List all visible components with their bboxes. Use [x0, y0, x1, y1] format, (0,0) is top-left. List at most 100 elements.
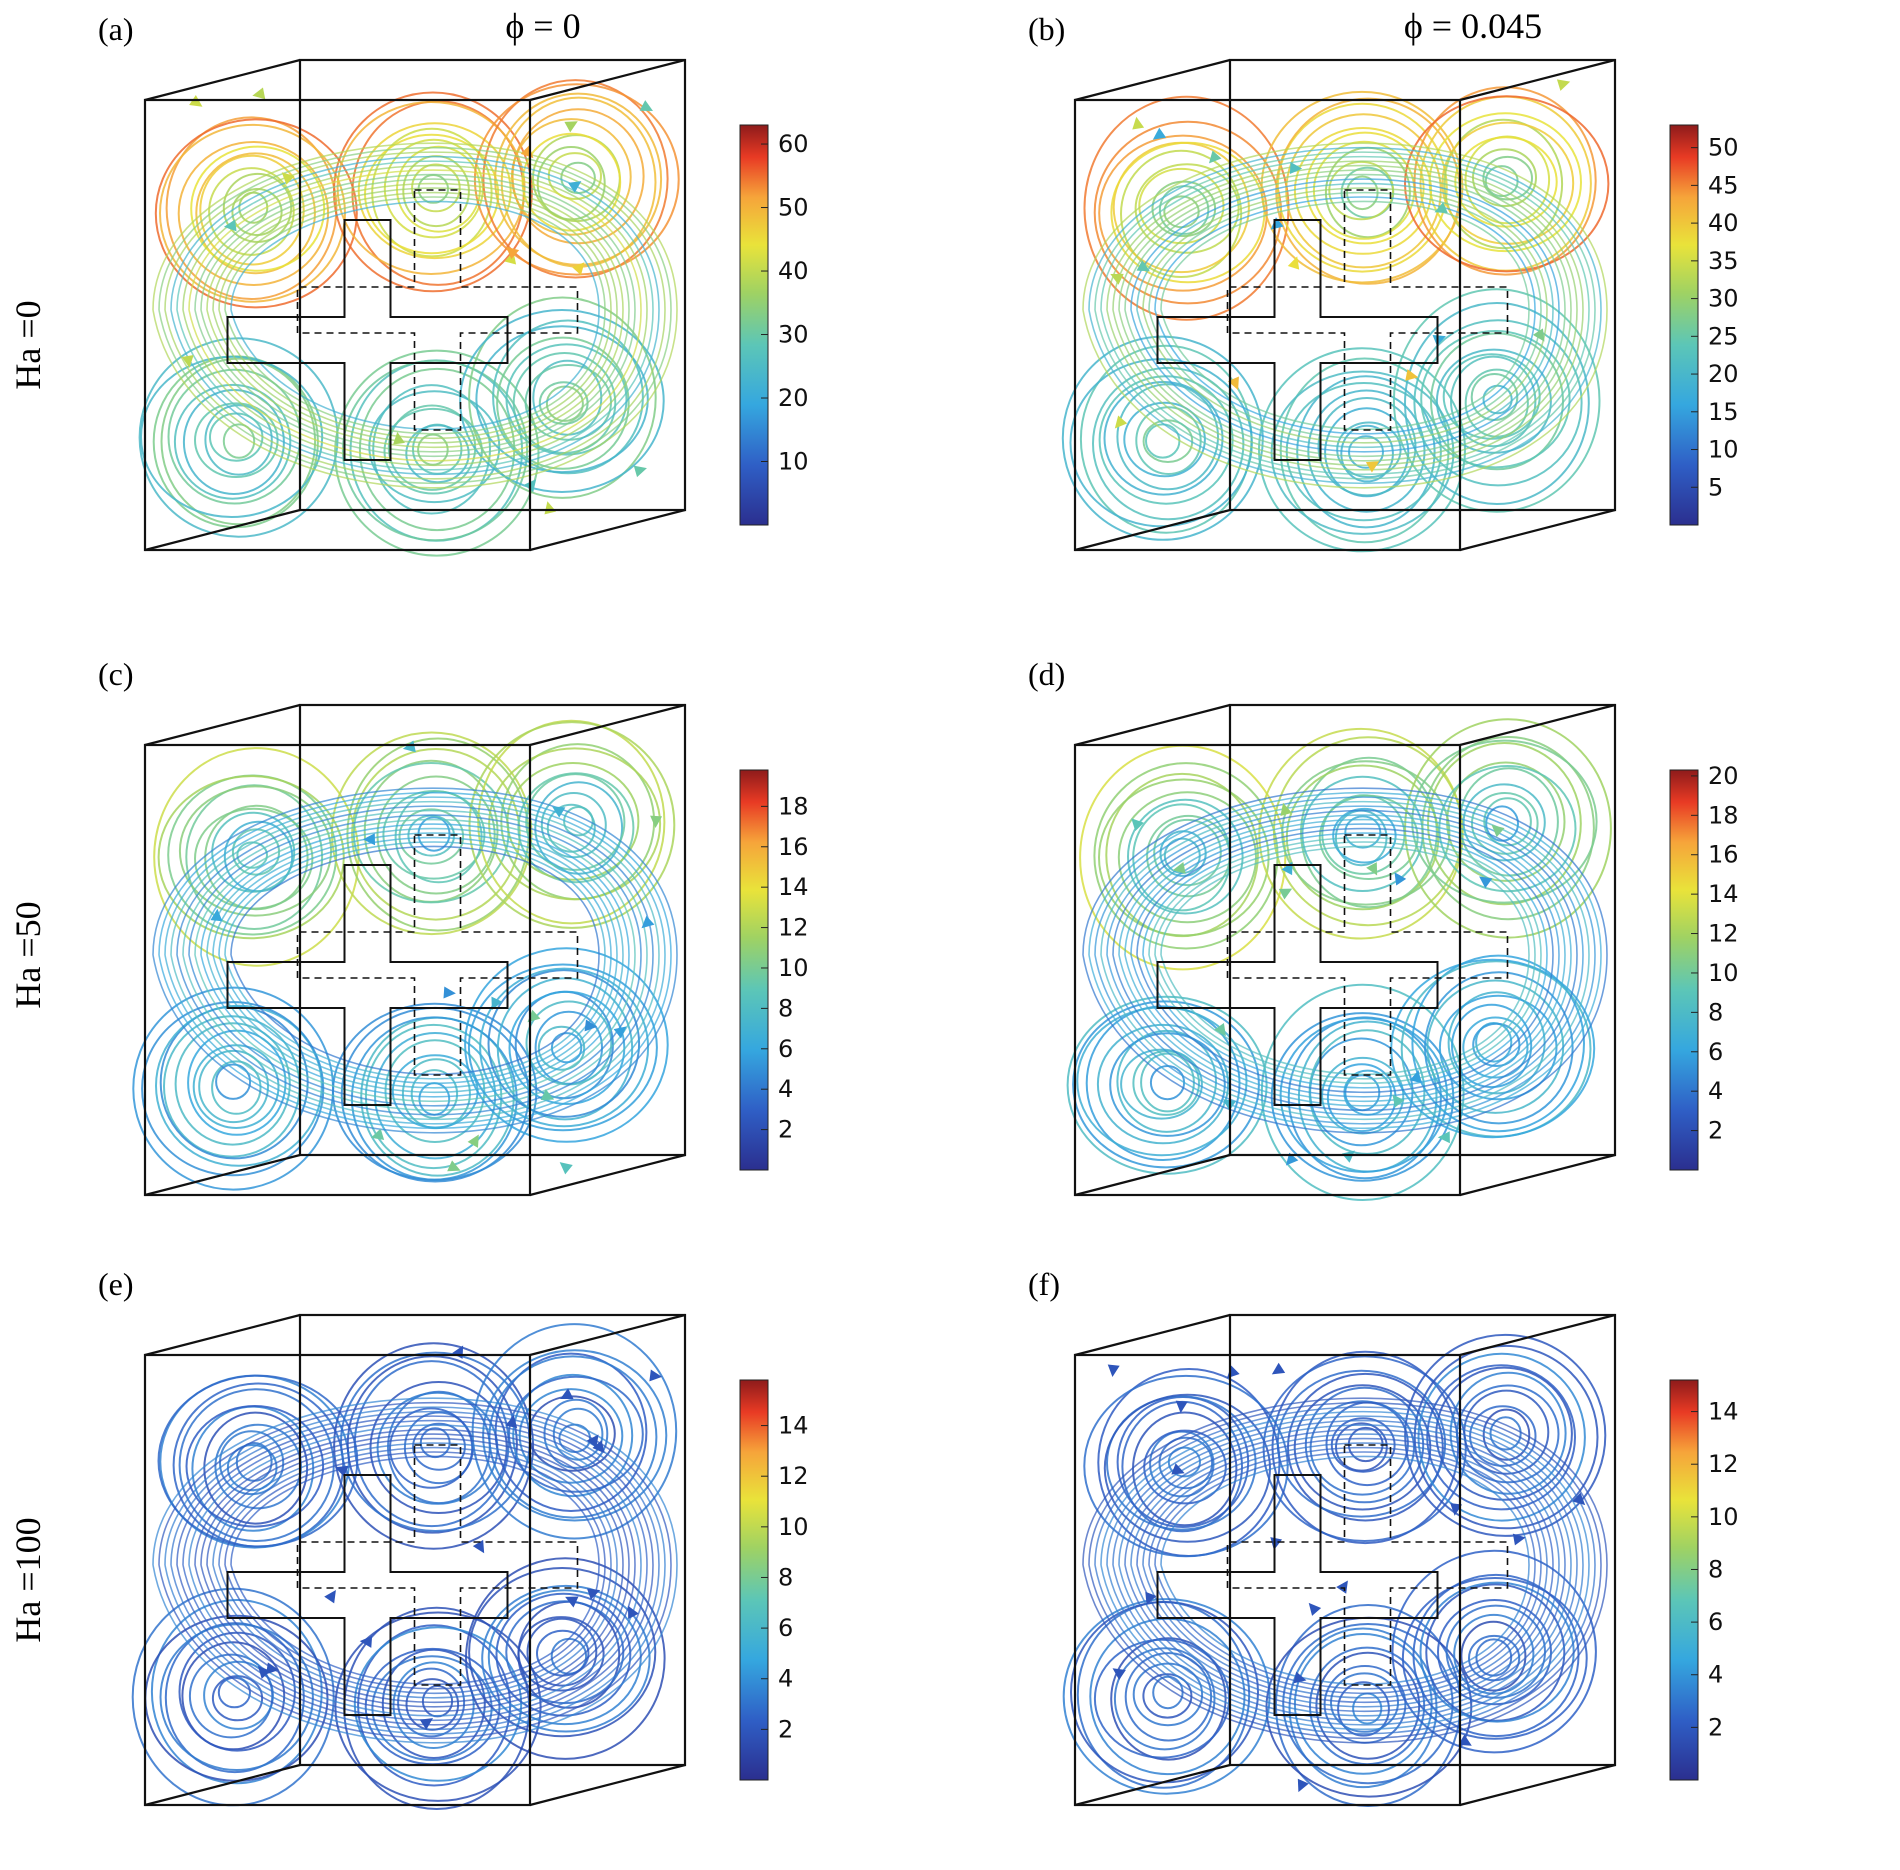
streamline-loop [1109, 1032, 1226, 1137]
streamline-loop [473, 83, 680, 276]
flow-arrow [613, 1026, 627, 1039]
flow-arrow [1409, 1070, 1422, 1084]
streamline-loop [1304, 1386, 1425, 1504]
streamline-loop [1404, 1333, 1607, 1537]
streamline-loop [465, 1557, 666, 1760]
cube-depth-edge [1074, 1153, 1231, 1197]
streamline-outer [194, 1428, 636, 1713]
streamline-loop [1098, 134, 1268, 292]
streamline-loop [467, 963, 658, 1132]
streamline-outer [158, 1401, 672, 1739]
streamline-outer [158, 791, 672, 1129]
flow-arrow [649, 1369, 663, 1382]
streamline-outer [1160, 845, 1530, 1076]
flow-arrow [572, 262, 585, 276]
colorbar-tick-label: 10 [778, 1513, 809, 1541]
streamline-loop [1132, 1050, 1200, 1116]
cube-depth-edge [1459, 1763, 1616, 1807]
streamline-outer [1142, 832, 1548, 1089]
streamline-loop [410, 1069, 459, 1119]
streamline-loop [1427, 742, 1582, 906]
colorbar-tick-label: 10 [1708, 1503, 1739, 1531]
colorbar-tick-label: 10 [778, 448, 809, 476]
cube-outline [1073, 703, 1617, 1197]
streamline-loop [1484, 165, 1519, 198]
cube-depth-edge [144, 1153, 301, 1197]
cube-outline [1073, 58, 1617, 552]
streamline-outer [206, 827, 624, 1094]
colorbar-tick-label: 35 [1708, 247, 1739, 275]
flow-arrow [633, 465, 647, 478]
flow-arrow [491, 996, 503, 1011]
column-header-phi-0: ϕ = 0 [505, 6, 580, 46]
flow-arrow [1136, 260, 1150, 272]
cube-back-face [298, 703, 687, 1157]
colorbar-tick-label: 20 [1708, 762, 1739, 790]
streamline-loop [382, 790, 486, 880]
streamline-outer [206, 1437, 624, 1704]
streamline-loop [1143, 1429, 1227, 1505]
streamline-outer [194, 173, 636, 458]
streamline-loop [412, 1422, 466, 1471]
streamline-outer [1124, 818, 1566, 1103]
panel-b: (b) 5 10 15 20 25 30 35 40 45 50 [1028, 11, 1739, 553]
streamline-loop [492, 319, 644, 475]
streamline-loop [383, 138, 484, 239]
streamline-outer [1136, 182, 1554, 449]
streamline-loop [198, 1049, 270, 1124]
streamline-loop [368, 390, 501, 504]
colorbar-tick-label: 8 [778, 994, 793, 1022]
flow-arrow [1208, 150, 1222, 164]
flow-arrow [1175, 1400, 1188, 1414]
colorbar-tick-label: 50 [778, 194, 809, 222]
cube-depth-edge [529, 1313, 686, 1357]
cross-obstacle-back [296, 834, 579, 1076]
streamline-loop [154, 1004, 323, 1167]
streamline-outer [1088, 1401, 1602, 1739]
streamline-loop [1124, 1652, 1213, 1742]
flow-arrow [1491, 824, 1505, 838]
colorbar-tick-label: 2 [1708, 1713, 1723, 1741]
cube-back-face [1228, 1313, 1617, 1767]
streamline-loop [1401, 1577, 1588, 1740]
streamline-loop [389, 1407, 474, 1489]
flow-arrow [1131, 818, 1144, 832]
cross-obstacle-front [226, 1474, 509, 1716]
streamline-loop [1110, 1637, 1227, 1761]
streamline-outer [206, 182, 624, 449]
streamline-loop [1337, 1681, 1390, 1737]
streamline-outer [164, 796, 666, 1125]
streamline-loop [376, 775, 496, 895]
streamline-loop [1455, 1384, 1560, 1484]
streamline-outer [230, 845, 600, 1076]
cube-back-face [1228, 703, 1617, 1157]
streamline-loop [341, 359, 529, 542]
cube-depth-edge [1074, 58, 1231, 102]
panel-label: (d) [1028, 656, 1065, 692]
streamline-loop [1391, 1549, 1597, 1754]
streamline-loop [332, 1002, 538, 1181]
flow-arrow [1278, 888, 1293, 900]
flow-arrow [472, 1539, 485, 1554]
flow-arrow [1572, 1492, 1586, 1506]
streamline-loop [141, 1001, 325, 1177]
colorbar-gradient [739, 1379, 769, 1781]
colorbar-tick-label: 20 [778, 384, 809, 412]
flow-arrow [1432, 335, 1446, 347]
streamline-loop [412, 423, 463, 475]
cube-depth-edge [529, 58, 686, 102]
streamline-loop [1392, 288, 1601, 513]
streamline-outer [230, 200, 600, 431]
streamline-loop [1421, 736, 1595, 921]
flow-arrow [552, 806, 566, 818]
streamline-loop [1296, 375, 1436, 529]
cube-back-face [298, 1313, 687, 1767]
cube-depth-edge [529, 703, 686, 747]
flow-arrow [1365, 461, 1380, 473]
cube-depth-edge [144, 1763, 301, 1807]
panel-e: (e) 2 4 6 8 10 12 14 [98, 1266, 809, 1810]
flow-arrow [1214, 1022, 1226, 1037]
streamline-outer [200, 1433, 630, 1708]
streamline-loop [545, 385, 584, 422]
cube-outline [1073, 1313, 1617, 1807]
